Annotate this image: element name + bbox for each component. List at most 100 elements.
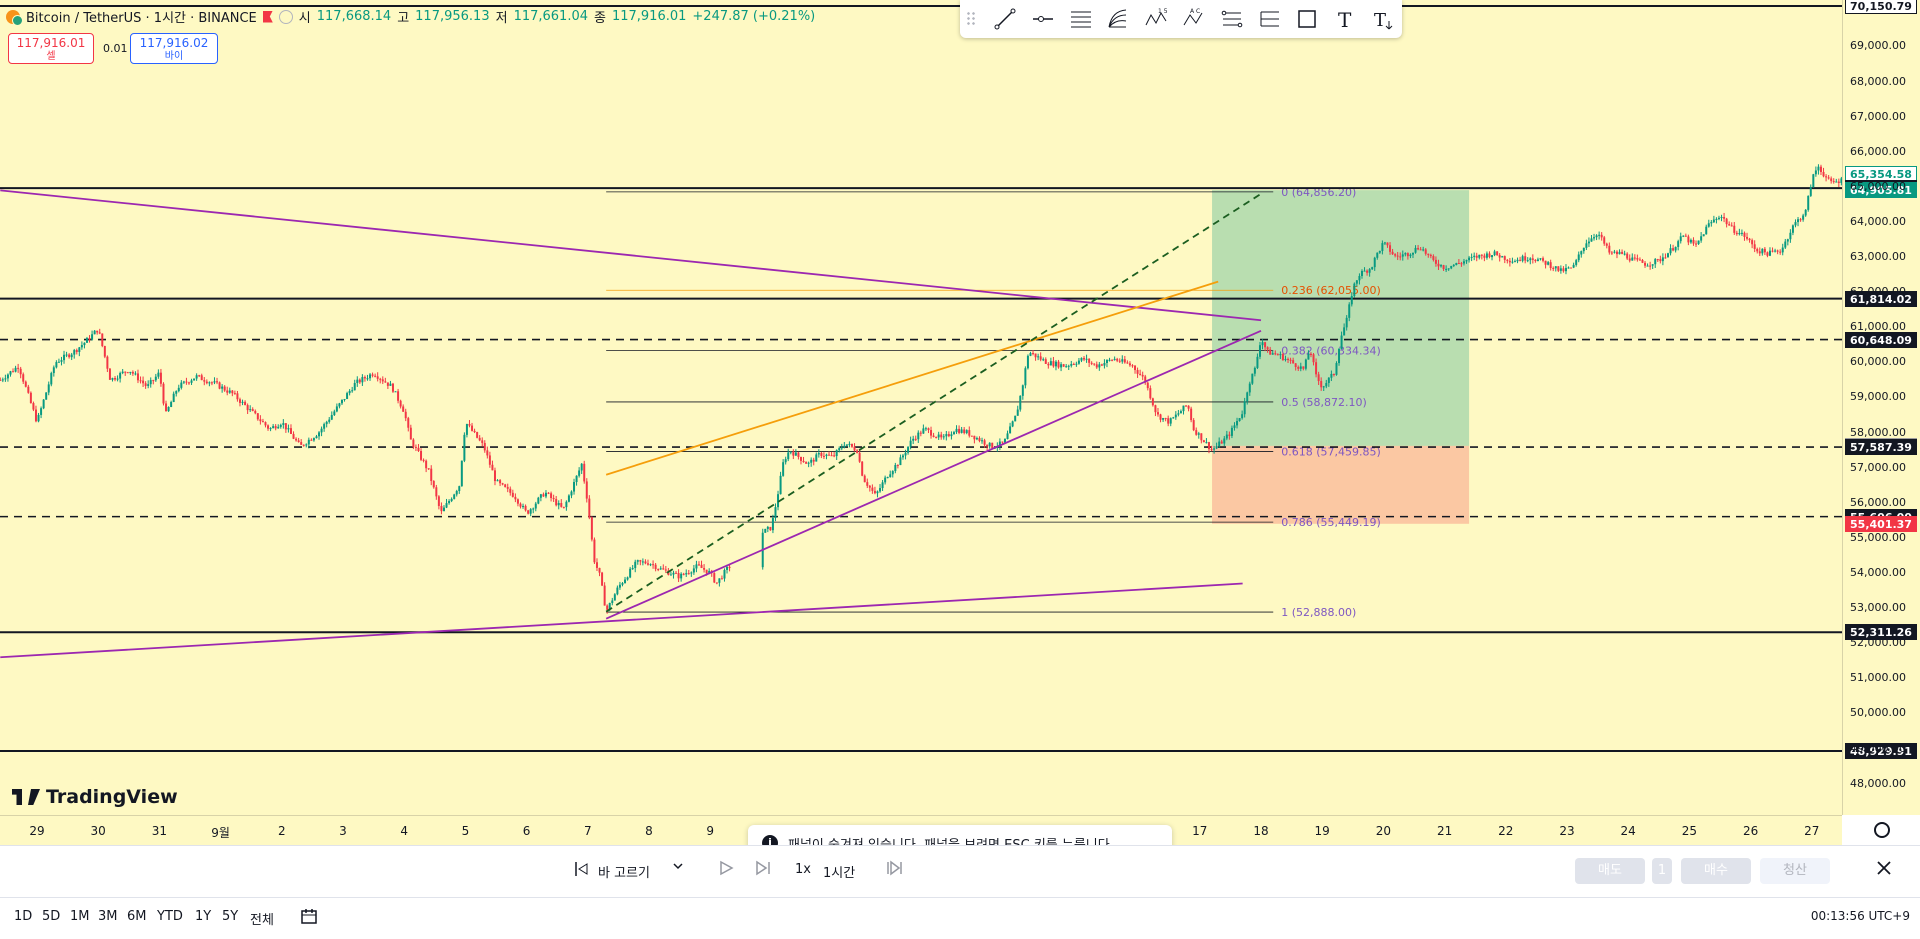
flag-icon[interactable] xyxy=(262,10,273,23)
drag-handle-icon[interactable] xyxy=(966,11,976,27)
candle-body xyxy=(598,567,601,573)
trendline[interactable] xyxy=(605,329,1262,620)
chart-area[interactable]: 0 (64,856.20) 0.236 (62,055.00) 0.382 (60,… xyxy=(0,0,1842,815)
replay-speed[interactable]: 1x xyxy=(795,862,811,877)
buy-button[interactable]: 117,916.02 바이 xyxy=(130,33,218,64)
time-tick-label: 9 xyxy=(706,824,715,838)
price-tick-label: 67,000.00 xyxy=(1850,109,1906,123)
range-1m[interactable]: 1M xyxy=(70,909,90,924)
chevron-down-icon[interactable] xyxy=(672,860,684,876)
price-axis[interactable] xyxy=(1842,0,1920,815)
candle-body xyxy=(850,443,853,447)
trendline-icon[interactable] xyxy=(986,4,1024,34)
candle-body xyxy=(1786,239,1789,242)
range-ytd[interactable]: YTD xyxy=(157,909,183,924)
candle-body xyxy=(1151,398,1154,406)
price-chart[interactable]: 0 (64,856.20)0.236 (62,055.00)0.382 (60,… xyxy=(0,0,1842,815)
step-forward-icon[interactable] xyxy=(755,860,771,880)
candle-body xyxy=(9,371,12,375)
candle-body xyxy=(728,566,731,568)
replay-quantity[interactable]: 1 xyxy=(1652,858,1672,884)
candle-body xyxy=(1580,251,1583,255)
anchored-text-icon[interactable]: T xyxy=(1364,4,1402,34)
candle-body xyxy=(437,496,440,506)
trendline[interactable] xyxy=(0,582,1243,659)
candle-body xyxy=(1417,247,1420,250)
range-1y[interactable]: 1Y xyxy=(195,909,212,924)
symbol-title[interactable]: Bitcoin / TetherUS · 1시간 · BINANCE xyxy=(26,11,257,26)
candle-body xyxy=(499,480,502,484)
candle-body xyxy=(1335,363,1338,375)
date-range-icon[interactable] xyxy=(300,907,318,929)
range-6m[interactable]: 6M xyxy=(127,909,147,924)
candle-body xyxy=(50,373,53,385)
candle-body xyxy=(1088,358,1091,363)
candle-body xyxy=(1330,373,1333,378)
replay-sell-button[interactable]: 매도 xyxy=(1575,858,1645,884)
horizontal-ray-icon[interactable] xyxy=(1024,4,1062,34)
candle-body xyxy=(111,378,114,380)
candle-body xyxy=(170,401,173,408)
trendline[interactable] xyxy=(0,189,1262,322)
candle-body xyxy=(1797,219,1800,223)
candle-body xyxy=(68,354,71,358)
sell-button[interactable]: 117,916.01 셀 xyxy=(8,33,94,64)
candle-body xyxy=(1521,256,1524,261)
pitchfork-icon[interactable] xyxy=(1099,4,1137,34)
candle-body xyxy=(1302,366,1305,369)
change-value: +247.87 (+0.21%) xyxy=(692,9,816,24)
candle-body xyxy=(601,572,604,586)
position-profit-zone[interactable] xyxy=(1212,190,1470,446)
text-icon[interactable]: T xyxy=(1326,4,1364,34)
candle-body xyxy=(567,495,570,502)
candle-body xyxy=(1233,425,1236,428)
candle-body xyxy=(1424,249,1427,254)
xabcd-pattern-icon[interactable]: 1 5 xyxy=(1137,4,1175,34)
candle-body xyxy=(1434,259,1437,264)
sell-price: 117,916.01 xyxy=(16,36,86,50)
candle-body xyxy=(1567,267,1570,269)
visibility-icon[interactable] xyxy=(278,9,293,24)
candle-body xyxy=(1730,225,1733,227)
candle-body xyxy=(1279,354,1282,356)
trendline[interactable] xyxy=(605,193,1262,613)
replay-buy-button[interactable]: 매수 xyxy=(1681,858,1751,884)
fib-extension-icon[interactable] xyxy=(1251,4,1289,34)
candle-body xyxy=(815,454,818,462)
candle-body xyxy=(820,452,823,456)
range-3m[interactable]: 3M xyxy=(98,909,118,924)
range-5d[interactable]: 5D xyxy=(42,909,61,924)
replay-interval[interactable]: 1시간 xyxy=(823,866,856,881)
fib-retracement-icon[interactable] xyxy=(1213,4,1251,34)
replay-close-position-button[interactable]: 청산 xyxy=(1760,858,1830,884)
candle-body xyxy=(1534,259,1537,262)
play-icon[interactable] xyxy=(718,860,734,880)
candle-body xyxy=(1080,357,1083,361)
range-all[interactable]: 전체 xyxy=(250,913,274,928)
candle-body xyxy=(1167,418,1170,424)
candle-body xyxy=(1105,359,1108,364)
parallel-channel-icon[interactable] xyxy=(1062,4,1100,34)
candle-body xyxy=(463,434,466,461)
jump-to-realtime-icon[interactable] xyxy=(886,860,902,880)
candle-body xyxy=(208,382,211,384)
range-1d[interactable]: 1D xyxy=(14,909,33,924)
range-5y[interactable]: 5Y xyxy=(222,909,239,924)
candle-body xyxy=(1427,253,1430,255)
candle-body xyxy=(955,428,958,433)
gear-icon[interactable] xyxy=(1874,822,1890,838)
abcd-pattern-icon[interactable]: A C xyxy=(1175,4,1213,34)
select-bar-button[interactable]: 바 고르기 xyxy=(598,866,650,881)
close-icon[interactable] xyxy=(1876,860,1892,880)
candle-body xyxy=(226,390,229,393)
open-label: 시 xyxy=(298,11,311,26)
clock[interactable]: 00:13:56 UTC+9 xyxy=(1810,909,1910,923)
trendline[interactable] xyxy=(605,280,1219,476)
rectangle-icon[interactable] xyxy=(1289,4,1327,34)
candle-body xyxy=(1743,232,1746,237)
candle-body xyxy=(1771,250,1774,252)
close-label: 종 xyxy=(594,11,606,26)
position-loss-zone[interactable] xyxy=(1212,445,1470,524)
select-bar-icon[interactable] xyxy=(572,860,590,882)
candle-body xyxy=(1065,366,1068,368)
